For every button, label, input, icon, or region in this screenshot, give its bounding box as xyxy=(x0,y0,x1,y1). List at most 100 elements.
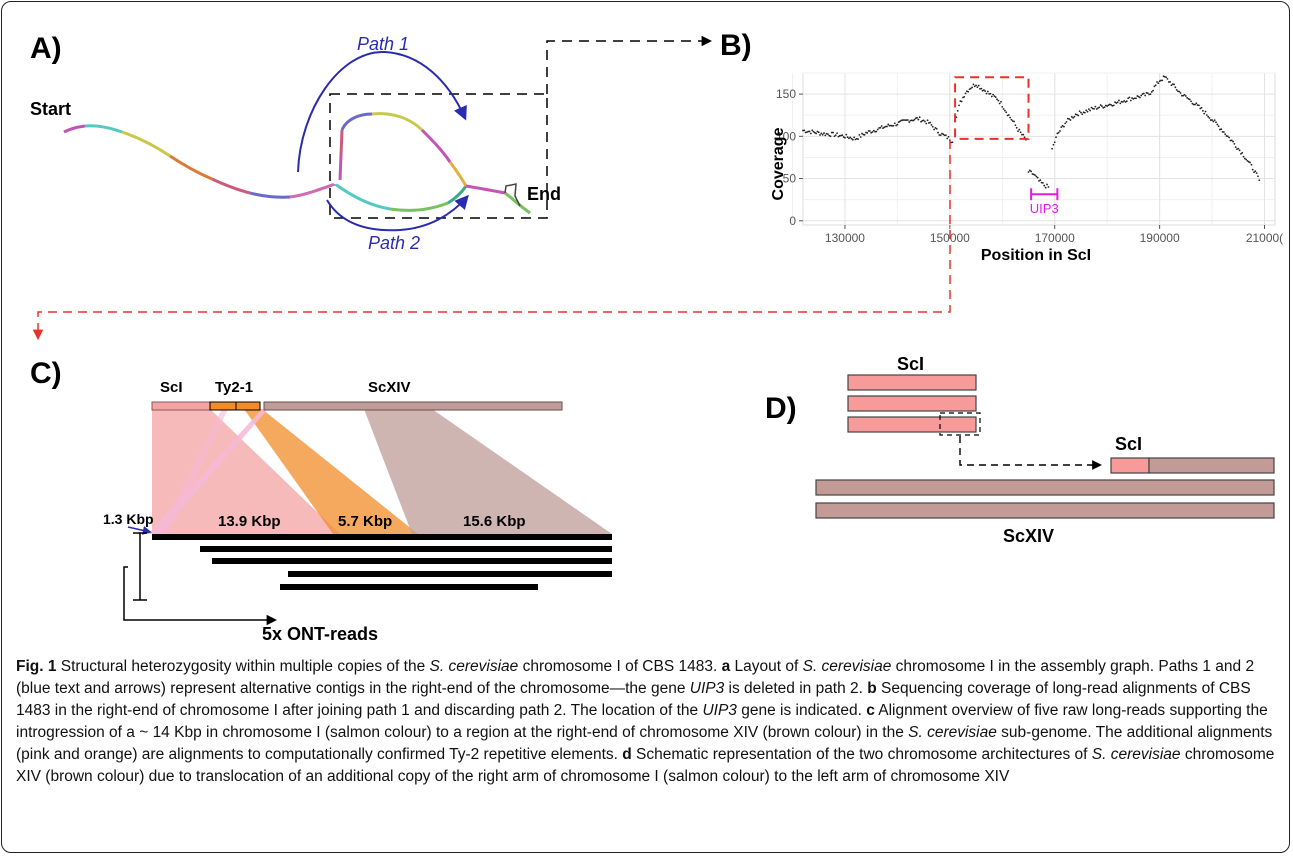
coverage-point xyxy=(812,130,815,133)
coverage-point xyxy=(1034,174,1036,177)
sci-right-arm-box xyxy=(939,412,981,436)
segment-label-2: 13.9 Kbp xyxy=(218,513,281,530)
coverage-point xyxy=(1224,133,1227,136)
coverage-point xyxy=(1022,133,1025,136)
coverage-point xyxy=(1110,103,1113,106)
coverage-point xyxy=(1093,108,1095,110)
coverage-point xyxy=(1209,119,1212,121)
a-to-b-connector xyxy=(546,35,713,94)
ont-read xyxy=(152,534,612,540)
coverage-point xyxy=(1103,106,1106,109)
coverage-point xyxy=(1222,131,1225,133)
coverage-point xyxy=(876,128,879,131)
coverage-point xyxy=(1098,106,1101,109)
caption-panel-letter: d xyxy=(622,746,632,763)
y-tick-label: 0 xyxy=(789,214,796,228)
coverage-point xyxy=(994,96,997,99)
coverage-point xyxy=(1063,125,1065,128)
coverage-point xyxy=(849,136,852,139)
coverage-point xyxy=(1154,84,1157,87)
coverage-chart: 130000 150000 170000 190000 21000(050100150U… xyxy=(776,72,1283,245)
coverage-point xyxy=(847,137,850,140)
coverage-point xyxy=(924,120,926,123)
coverage-point xyxy=(1174,86,1177,89)
coverage-point xyxy=(1142,92,1145,95)
coverage-point xyxy=(1064,122,1067,125)
reads-bracket xyxy=(123,532,278,626)
coverage-point xyxy=(836,132,838,135)
coverage-point xyxy=(1007,114,1010,116)
coverage-point xyxy=(996,98,998,101)
caption-text: Structural heterozygosity within multipl… xyxy=(56,658,430,675)
ref-label-scxiv: ScXIV xyxy=(368,379,411,396)
coverage-point xyxy=(1056,132,1059,135)
coverage-point xyxy=(1128,96,1131,99)
coverage-point xyxy=(1216,123,1219,126)
coverage-point xyxy=(918,116,921,119)
coverage-point xyxy=(1129,99,1132,102)
coverage-point xyxy=(971,86,974,89)
coverage-point xyxy=(1157,82,1160,85)
ref-bar-sci xyxy=(151,401,211,411)
coverage-point xyxy=(1250,163,1253,166)
coverage-point xyxy=(917,118,920,121)
coverage-point xyxy=(1028,169,1031,172)
coverage-point xyxy=(1241,151,1244,154)
coverage-point xyxy=(824,134,827,137)
coverage-point xyxy=(1258,179,1261,182)
coverage-point xyxy=(1170,84,1173,87)
coverage-point xyxy=(925,122,928,125)
alignment-ribbon-pink-2 xyxy=(158,409,228,534)
coverage-point xyxy=(854,138,857,141)
coverage-point xyxy=(1059,130,1061,132)
coverage-point xyxy=(1081,113,1084,116)
coverage-point xyxy=(816,130,819,133)
coverage-point xyxy=(956,109,959,112)
figure-caption: Fig. 1 Structural heterozygosity within … xyxy=(16,656,1278,788)
coverage-point xyxy=(1160,79,1162,82)
coverage-point xyxy=(1014,124,1017,127)
coverage-point xyxy=(1119,102,1122,105)
panel-a: A) Start xyxy=(30,32,713,253)
coverage-point xyxy=(903,119,905,121)
coverage-point xyxy=(981,89,984,92)
coverage-point xyxy=(1140,94,1143,97)
coverage-point xyxy=(1178,90,1181,93)
coverage-point xyxy=(882,127,884,130)
coverage-point xyxy=(1038,179,1040,182)
coverage-point xyxy=(1211,119,1213,121)
alignment-ribbon-brown xyxy=(364,409,612,534)
coverage-point xyxy=(1115,102,1118,104)
top-label-sci: ScI xyxy=(897,354,924,374)
coverage-point xyxy=(942,133,945,136)
coverage-point xyxy=(1002,108,1005,110)
coverage-point xyxy=(972,83,975,86)
coverage-point xyxy=(1068,118,1071,120)
coverage-point xyxy=(943,134,946,137)
caption-text: Alignment overview of five raw long-read… xyxy=(16,702,1268,741)
caption-text: sub-genome. The additional alignments (p… xyxy=(16,724,1273,763)
coverage-point xyxy=(913,118,916,121)
ont-read xyxy=(212,558,612,564)
highlight-box xyxy=(954,76,1030,140)
coverage-point xyxy=(1125,100,1128,103)
ont-read xyxy=(288,571,612,577)
coverage-point xyxy=(803,129,806,132)
coverage-point xyxy=(884,125,887,128)
coverage-point xyxy=(1095,108,1098,110)
coverage-point xyxy=(1173,83,1175,86)
coverage-point xyxy=(1005,111,1008,114)
coverage-point xyxy=(1017,130,1019,133)
assembly-graph-contig xyxy=(63,112,531,215)
coverage-point xyxy=(1086,110,1089,113)
coverage-point xyxy=(988,92,991,95)
coverage-point xyxy=(1099,104,1102,106)
coverage-point xyxy=(802,129,804,132)
coverage-point xyxy=(1004,109,1006,112)
coverage-point xyxy=(895,124,897,127)
coverage-point xyxy=(947,135,950,138)
path1-label: Path 1 xyxy=(357,34,409,54)
coverage-point xyxy=(929,121,932,124)
coverage-point xyxy=(1215,121,1217,124)
coverage-point xyxy=(1078,110,1081,113)
